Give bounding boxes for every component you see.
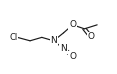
Text: O: O [69, 52, 76, 61]
Text: N: N [60, 44, 67, 53]
Text: O: O [87, 32, 94, 41]
Text: O: O [69, 20, 76, 29]
Text: N: N [50, 36, 57, 45]
Text: Cl: Cl [9, 33, 17, 42]
